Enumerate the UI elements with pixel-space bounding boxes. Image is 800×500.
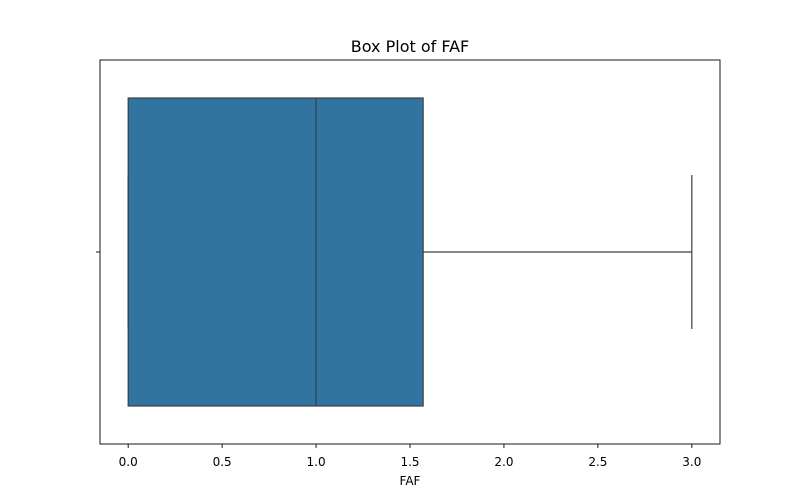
x-tick-label: 0.0 (119, 455, 138, 469)
x-tick-label: 3.0 (682, 455, 701, 469)
x-tick-label: 1.0 (307, 455, 326, 469)
x-tick-label: 2.5 (588, 455, 607, 469)
chart-title: Box Plot of FAF (351, 37, 469, 56)
plot-area (96, 59, 721, 445)
x-tick-label: 1.5 (400, 455, 419, 469)
iqr-box (127, 97, 424, 407)
x-axis-label: FAF (400, 474, 421, 488)
x-tick-label: 0.5 (213, 455, 232, 469)
x-tick-label: 2.0 (494, 455, 513, 469)
x-axis-ticks: 0.0 0.5 1.0 1.5 2.0 2.5 3.0 (119, 444, 701, 469)
